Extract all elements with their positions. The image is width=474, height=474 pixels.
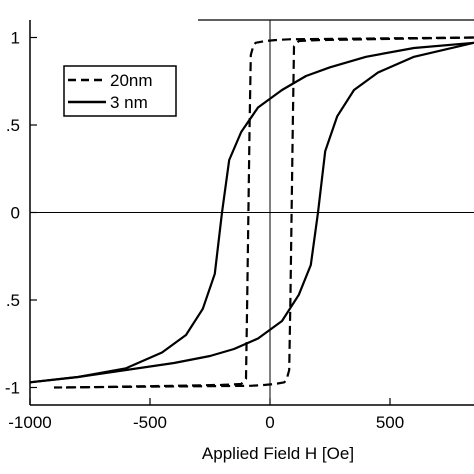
x-tick-label: -1000: [8, 413, 51, 432]
legend-box: [63, 65, 177, 117]
tick-marks: [29, 36, 391, 405]
series-line-20nm-branch-1: [53, 36, 474, 389]
series-line-20nm-branch-2: [65, 36, 474, 389]
x-tick-label: 0: [265, 413, 274, 432]
x-tick-label: -500: [133, 413, 167, 432]
y-tick-label: .5: [6, 291, 20, 310]
x-tick-label: 500: [376, 413, 404, 432]
y-tick-label: .5: [6, 116, 20, 135]
series-layer: [29, 36, 474, 389]
legend-label-3nm: 3 nm: [110, 93, 148, 112]
y-tick-label: -1: [5, 379, 20, 398]
tick-labels: -1000 -500 0 500 1 .5 0 .5 -1: [5, 29, 404, 433]
series-line-3nm-branch-2: [29, 41, 474, 384]
x-axis-label: Applied Field H [Oe]: [202, 444, 354, 463]
zero-axis-lines: [30, 20, 474, 405]
legend: 20nm 3 nm: [63, 65, 177, 117]
y-tick-label: 0: [11, 204, 20, 223]
y-tick-label: 1: [11, 29, 20, 48]
series-line-3nm-branch-1: [29, 41, 474, 384]
legend-label-20nm: 20nm: [110, 71, 153, 90]
